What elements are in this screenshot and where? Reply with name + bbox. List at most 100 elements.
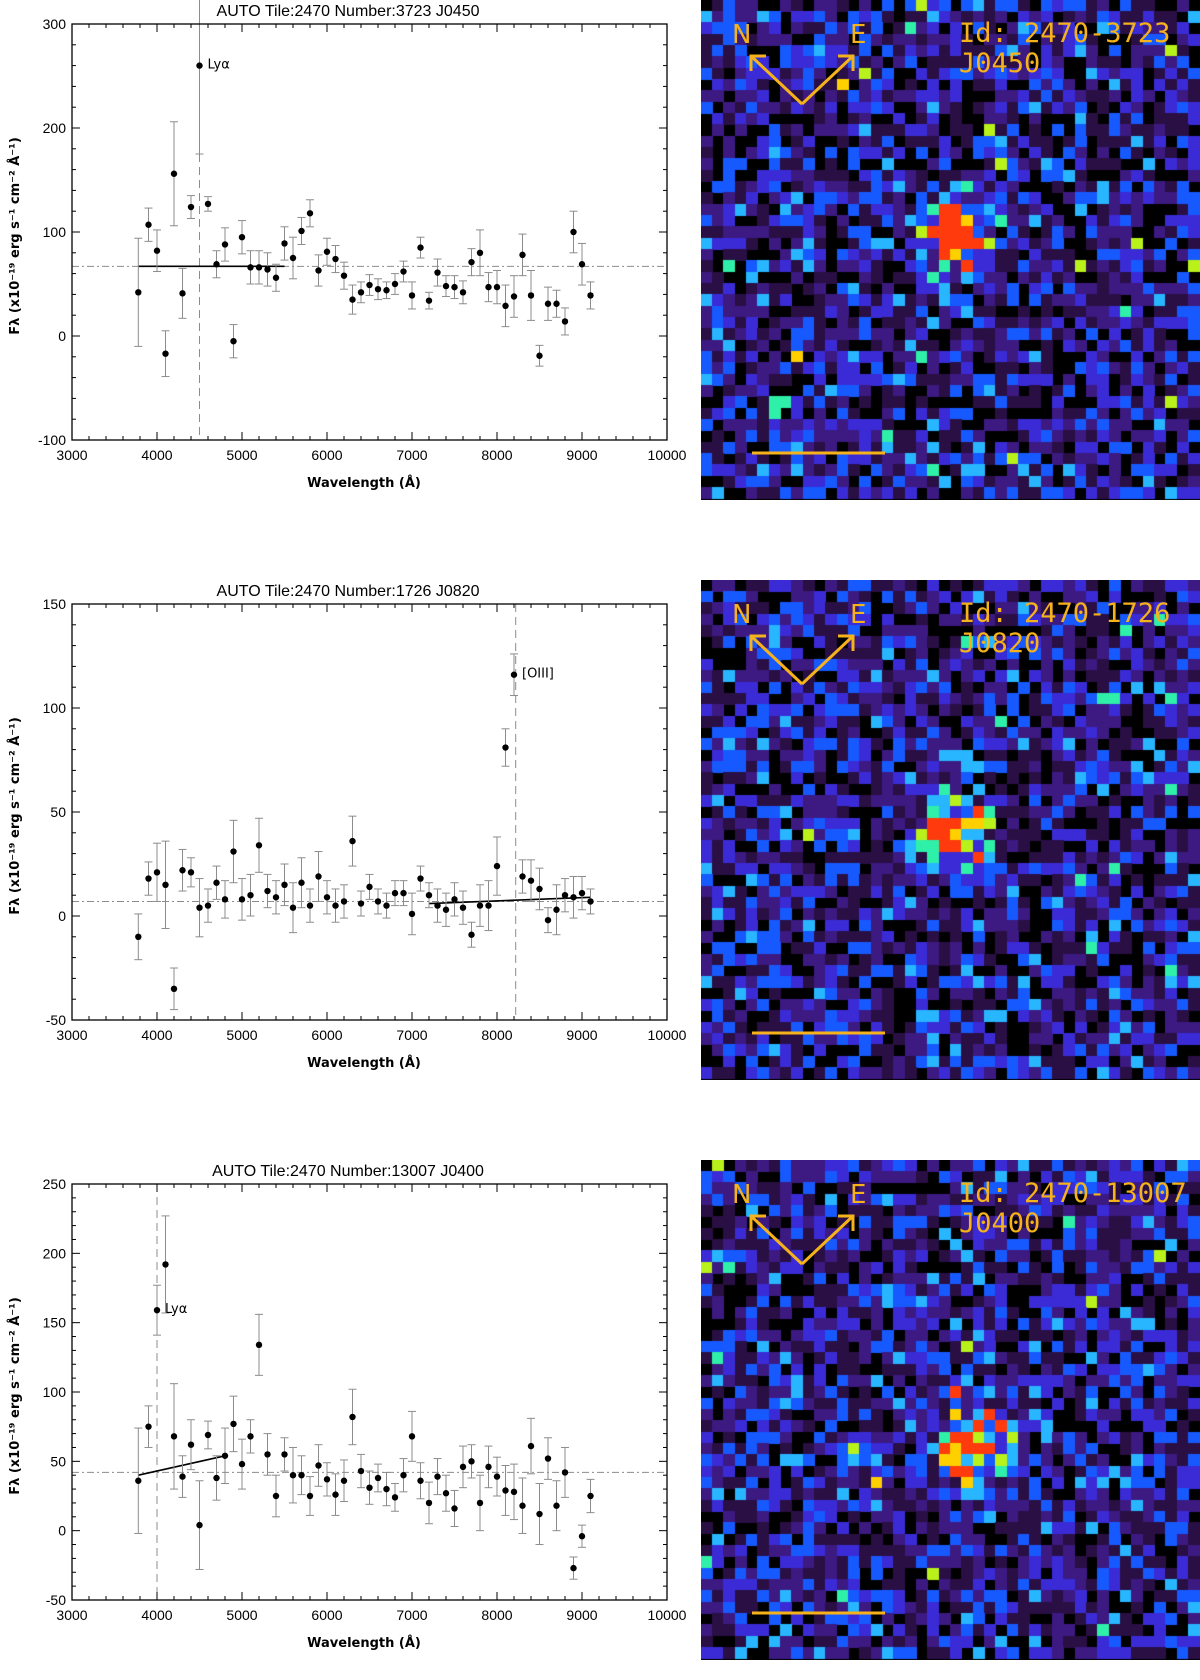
cutout-heatmap xyxy=(701,1160,1200,1660)
x-tick-label: 5000 xyxy=(226,447,257,463)
data-point xyxy=(391,1494,399,1501)
data-point xyxy=(400,268,407,275)
data-point xyxy=(247,264,254,271)
data-point xyxy=(332,1491,339,1498)
data-point xyxy=(289,1472,297,1479)
panel-spectrum-13007: AUTO Tile:2470 Number:13007 J0400 Wavele… xyxy=(0,1160,1200,1680)
data-point xyxy=(527,877,535,884)
data-point xyxy=(587,292,594,299)
x-tick-label: 6000 xyxy=(311,447,342,463)
data-point xyxy=(255,264,263,271)
data-point xyxy=(281,881,288,888)
data-point xyxy=(298,1472,305,1479)
data-point xyxy=(145,1423,152,1430)
data-point xyxy=(536,885,543,893)
y-tick-label: 50 xyxy=(50,804,66,820)
data-point xyxy=(502,744,509,751)
y-tick-label: -100 xyxy=(38,432,66,448)
data-point xyxy=(544,916,552,924)
data-point xyxy=(570,894,577,901)
data-point xyxy=(425,297,433,304)
data-point xyxy=(468,1458,475,1465)
cutout-heatmap xyxy=(701,580,1200,1080)
y-tick-label: 150 xyxy=(43,1315,67,1331)
y-tick-label: 200 xyxy=(43,1245,67,1261)
data-point xyxy=(391,280,399,288)
data-point xyxy=(315,873,322,880)
data-point xyxy=(323,248,331,255)
data-point xyxy=(230,848,237,855)
y-tick-label: 0 xyxy=(58,908,66,924)
line-label: [OIII] xyxy=(522,667,554,682)
data-point xyxy=(213,261,220,268)
cutout-heatmap xyxy=(701,0,1200,500)
data-point xyxy=(153,247,161,254)
x-tick-label: 8000 xyxy=(481,447,512,463)
x-tick-label: 8000 xyxy=(481,1027,512,1043)
data-point xyxy=(340,1477,348,1484)
data-point xyxy=(247,1433,254,1440)
east-label: E xyxy=(850,600,867,630)
y-tick-label: 0 xyxy=(58,328,66,344)
data-point xyxy=(272,274,280,281)
data-point xyxy=(306,902,314,909)
data-point xyxy=(391,889,399,897)
data-point xyxy=(357,900,365,907)
data-point xyxy=(255,842,263,849)
data-point xyxy=(366,1484,373,1491)
continuum-fit-line xyxy=(428,896,591,905)
object-code: J0450 xyxy=(959,48,1041,79)
data-point xyxy=(306,210,314,217)
image-cutout: N E Id: 2470-13007 J0400 xyxy=(701,1160,1200,1660)
data-point xyxy=(145,221,152,228)
data-point xyxy=(196,904,203,911)
data-point xyxy=(332,255,339,263)
x-tick-label: 6000 xyxy=(311,1027,342,1043)
data-point xyxy=(417,875,424,882)
north-label: N xyxy=(732,20,752,50)
y-tick-label: -50 xyxy=(46,1012,66,1028)
x-tick-label: 10000 xyxy=(648,447,687,463)
data-point xyxy=(553,1502,560,1509)
image-cutout: N E Id: 2470-1726 J0820 xyxy=(701,580,1200,1080)
x-tick-label: 5000 xyxy=(226,1607,257,1623)
data-point xyxy=(561,318,569,325)
data-point xyxy=(578,261,586,268)
east-label: E xyxy=(850,1180,867,1210)
chart-title: AUTO Tile:2470 Number:1726 J0820 xyxy=(217,583,480,600)
east-arrow-icon xyxy=(800,1214,855,1266)
x-tick-label: 8000 xyxy=(481,1607,512,1623)
data-point xyxy=(170,1433,178,1440)
data-point xyxy=(366,883,373,891)
y-tick-label: 200 xyxy=(43,120,67,136)
cutout-overlay xyxy=(749,634,885,1035)
data-point xyxy=(408,1433,416,1440)
line-label: Lyα xyxy=(208,58,230,73)
data-point xyxy=(349,1413,356,1421)
plot-area: Lyα 3000 4000 5000 6000 7000 8000 9000 10000 -50 0… xyxy=(43,1176,687,1623)
data-point xyxy=(553,300,560,307)
data-point xyxy=(510,293,518,300)
y-tick-label: 100 xyxy=(43,700,67,716)
data-point xyxy=(527,1442,535,1450)
data-point xyxy=(425,892,433,899)
data-point xyxy=(468,931,475,938)
east-label: E xyxy=(850,20,867,50)
data-point xyxy=(417,244,424,251)
data-point xyxy=(213,1474,220,1482)
data-point xyxy=(383,902,390,909)
data-point xyxy=(221,241,229,248)
data-point xyxy=(485,283,492,291)
data-point xyxy=(340,272,348,279)
data-point xyxy=(281,240,288,247)
data-point xyxy=(519,1502,526,1509)
data-point xyxy=(417,1477,424,1484)
data-point xyxy=(561,892,569,899)
data-point xyxy=(519,873,526,880)
x-tick-label: 7000 xyxy=(396,447,427,463)
data-point xyxy=(315,267,322,274)
x-axis-label: Wavelength (Å) xyxy=(307,475,421,491)
plot-frame xyxy=(71,603,668,1021)
x-tick-label: 9000 xyxy=(566,1027,597,1043)
